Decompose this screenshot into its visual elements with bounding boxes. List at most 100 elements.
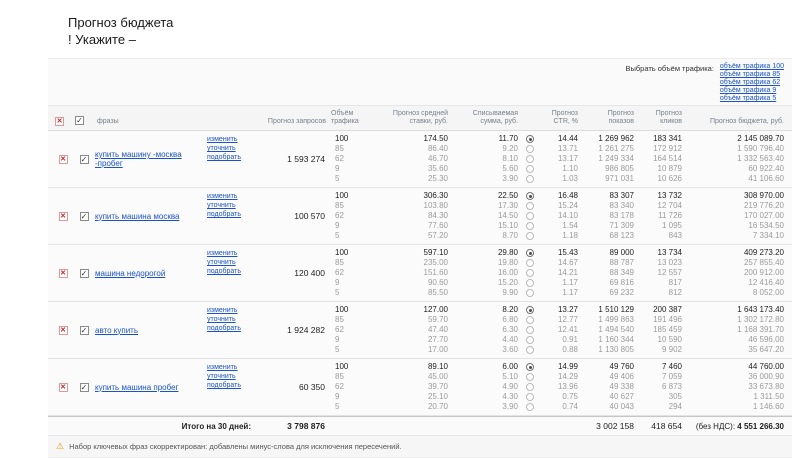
checkbox-checked-icon: ✓ [80, 326, 89, 335]
traffic-volume-radio[interactable] [521, 383, 539, 391]
action-pick-link[interactable]: подобрать [207, 153, 241, 162]
budget-value: 33 673.80 [685, 382, 787, 392]
traffic-volume-radio[interactable] [521, 192, 539, 200]
traffic-volume-radio[interactable] [521, 363, 539, 371]
shows-value: 1 130 805 [581, 345, 637, 355]
header-queries: Прогноз запросов [259, 118, 329, 126]
delete-phrase-button[interactable]: ✕ [53, 191, 73, 241]
traffic-option-2[interactable]: объём трафика 62 [720, 79, 784, 87]
traffic-volume-radio[interactable] [521, 165, 539, 173]
avg-bid-value: 39.70 [371, 382, 451, 392]
avg-bid-value: 57.20 [371, 231, 451, 241]
phrase-link[interactable]: купить машина москва [95, 212, 179, 221]
action-pick-link[interactable]: подобрать [207, 267, 241, 276]
action-refine-link[interactable]: уточнить [207, 144, 236, 153]
traffic-volume-radio[interactable] [521, 403, 539, 411]
traffic-volume-value: 9 [329, 392, 371, 402]
phrase-checkbox[interactable]: ✓ [73, 191, 95, 241]
keyword-group: ✕ ✓ купить машина пробег изменитьуточнитьпо… [48, 359, 792, 416]
clicks-value: 172 912 [637, 144, 685, 154]
phrase-checkbox[interactable]: ✓ [73, 248, 95, 298]
delete-phrase-button[interactable]: ✕ [53, 134, 73, 184]
traffic-volume-radio[interactable] [521, 316, 539, 324]
traffic-volume-radio[interactable] [521, 279, 539, 287]
traffic-option-0[interactable]: объём трафика 100 [720, 63, 784, 71]
shows-value: 88 349 [581, 268, 637, 278]
charged-sum-value: 5.10 [451, 372, 521, 382]
traffic-volume-radio[interactable] [521, 306, 539, 314]
traffic-volume-radio[interactable] [521, 145, 539, 153]
charged-sum-value: 8.10 [451, 154, 521, 164]
clicks-value: 12 704 [637, 201, 685, 211]
traffic-option-1[interactable]: объём трафика 85 [720, 71, 784, 79]
traffic-volume-radio[interactable] [521, 222, 539, 230]
traffic-volume-radio[interactable] [521, 135, 539, 143]
traffic-volume-radio[interactable] [521, 326, 539, 334]
select-all-checkbox[interactable]: ✓ [73, 116, 95, 126]
phrase-checkbox[interactable]: ✓ [73, 362, 95, 412]
charged-sum-value: 8.20 [451, 305, 521, 315]
traffic-volume-radio[interactable] [521, 232, 539, 240]
charged-sum-value: 3.60 [451, 345, 521, 355]
traffic-option-4[interactable]: объём трафика 5 [720, 95, 784, 103]
phrase-actions: изменитьуточнитьподобрать [207, 248, 259, 298]
budget-value: 41 106.60 [685, 174, 787, 184]
action-pick-link[interactable]: подобрать [207, 381, 241, 390]
traffic-volume-radio[interactable] [521, 373, 539, 381]
budget-value: 1 146.60 [685, 402, 787, 412]
clicks-value: 185 459 [637, 325, 685, 335]
traffic-volume-radio[interactable] [521, 175, 539, 183]
shows-value: 971 031 [581, 174, 637, 184]
delete-phrase-button[interactable]: ✕ [53, 362, 73, 412]
phrase-actions: изменитьуточнитьподобрать [207, 362, 259, 412]
action-refine-link[interactable]: уточнить [207, 258, 236, 267]
action-refine-link[interactable]: уточнить [207, 315, 236, 324]
delete-phrase-button[interactable]: ✕ [53, 305, 73, 355]
clicks-value: 294 [637, 402, 685, 412]
delete-icon: ✕ [59, 269, 68, 278]
traffic-volume-radio[interactable] [521, 336, 539, 344]
action-edit-link[interactable]: изменить [207, 249, 237, 258]
checkbox-checked-icon: ✓ [80, 269, 89, 278]
traffic-volume-radio[interactable] [521, 259, 539, 267]
phrase-link[interactable]: авто купить [95, 326, 138, 335]
phrase-checkbox[interactable]: ✓ [73, 134, 95, 184]
action-edit-link[interactable]: изменить [207, 306, 237, 315]
delete-icon: ✕ [59, 212, 68, 221]
phrase-link[interactable]: купить машину -москва -пробег [95, 150, 207, 168]
clicks-value: 200 387 [637, 305, 685, 315]
traffic-volume-radio[interactable] [521, 393, 539, 401]
delete-icon: ✕ [59, 383, 68, 392]
phrase-link[interactable]: купить машина пробег [95, 383, 178, 392]
traffic-volume-radio[interactable] [521, 155, 539, 163]
action-refine-link[interactable]: уточнить [207, 201, 236, 210]
checkbox-checked-icon: ✓ [80, 383, 89, 392]
select-all-delete-button[interactable]: ✕ [53, 117, 73, 126]
action-edit-link[interactable]: изменить [207, 192, 237, 201]
totals-shows: 3 002 158 [581, 421, 637, 431]
header-budget: Прогноз бюджета, руб. [685, 118, 787, 126]
warning-row: ⚠ Набор ключевых фраз скорректирован: до… [48, 435, 792, 457]
action-pick-link[interactable]: подобрать [207, 324, 241, 333]
phrase-checkbox[interactable]: ✓ [73, 305, 95, 355]
action-pick-link[interactable]: подобрать [207, 210, 241, 219]
traffic-volume-radio[interactable] [521, 289, 539, 297]
shows-value: 88 787 [581, 258, 637, 268]
traffic-volume-radio[interactable] [521, 346, 539, 354]
totals-budget-value: 4 551 266.30 [737, 422, 784, 431]
ctr-value: 0.88 [539, 345, 581, 355]
phrase-cell: авто купить [95, 305, 207, 355]
traffic-volume-radio[interactable] [521, 249, 539, 257]
action-edit-link[interactable]: изменить [207, 135, 237, 144]
traffic-option-3[interactable]: объём трафика 9 [720, 87, 784, 95]
traffic-volume-radio[interactable] [521, 269, 539, 277]
action-edit-link[interactable]: изменить [207, 363, 237, 372]
budget-value: 1 643 173.40 [685, 305, 787, 315]
traffic-volume-radio[interactable] [521, 212, 539, 220]
avg-bid-value: 151.60 [371, 268, 451, 278]
phrase-link[interactable]: машина недорогой [95, 269, 165, 278]
shows-value: 49 406 [581, 372, 637, 382]
action-refine-link[interactable]: уточнить [207, 372, 236, 381]
traffic-volume-radio[interactable] [521, 202, 539, 210]
delete-phrase-button[interactable]: ✕ [53, 248, 73, 298]
